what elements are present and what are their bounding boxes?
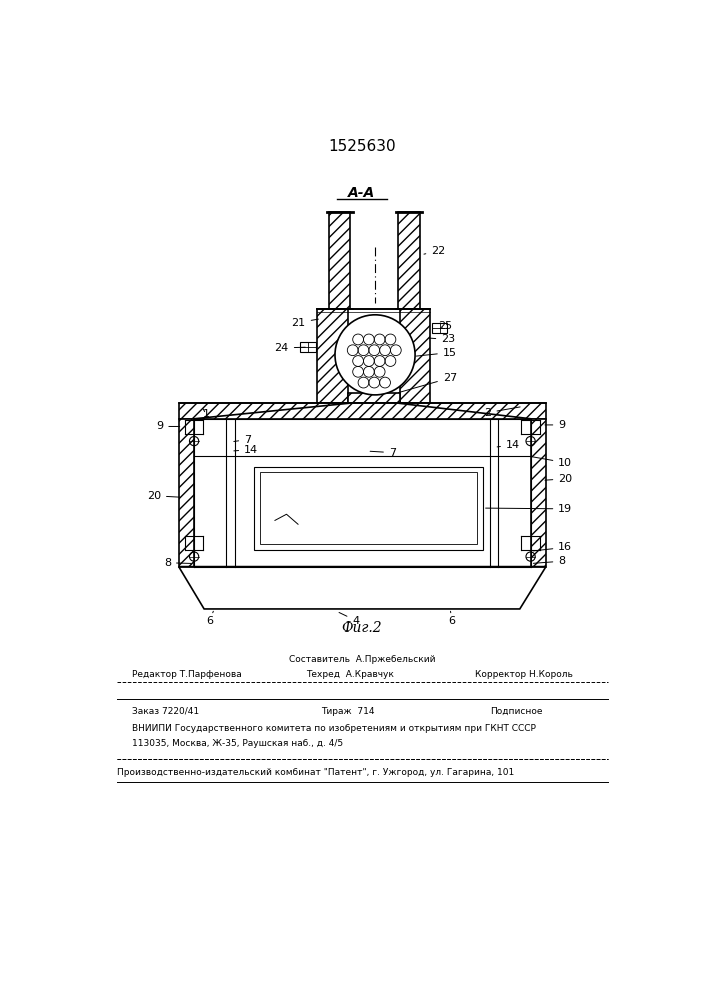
Bar: [398, 212, 420, 309]
Circle shape: [335, 315, 415, 395]
Text: 1: 1: [202, 409, 209, 419]
Text: 23: 23: [429, 334, 455, 344]
Text: 7: 7: [370, 448, 396, 458]
Text: 1525630: 1525630: [328, 139, 396, 154]
Text: A-A: A-A: [349, 186, 375, 200]
Text: Редактор Т.Парфенова: Редактор Т.Парфенова: [132, 670, 243, 679]
Bar: [348, 393, 399, 403]
Bar: [254, 466, 483, 550]
Text: 10: 10: [533, 457, 572, 468]
Bar: [432, 323, 448, 333]
Text: 22: 22: [424, 246, 445, 256]
Text: 21: 21: [291, 318, 318, 328]
Text: 25: 25: [438, 321, 452, 331]
Text: 4: 4: [339, 612, 359, 626]
Text: 6: 6: [206, 611, 214, 626]
Text: 8: 8: [533, 556, 566, 566]
Text: Заказ 7220/41: Заказ 7220/41: [132, 707, 199, 716]
Bar: [399, 309, 431, 403]
Text: 2: 2: [484, 407, 520, 418]
Text: Составитель  А.Пржебельский: Составитель А.Пржебельский: [288, 654, 436, 664]
Text: 19: 19: [486, 504, 573, 514]
Text: Производственно-издательский комбинат "Патент", г. Ужгород, ул. Гагарина, 101: Производственно-издательский комбинат "П…: [117, 768, 515, 777]
Bar: [179, 419, 194, 567]
Text: Корректор Н.Король: Корректор Н.Король: [475, 670, 573, 679]
Text: Фиг.2: Фиг.2: [341, 621, 382, 635]
Bar: [179, 403, 546, 419]
Text: 6: 6: [448, 611, 455, 626]
Text: Техред  А.Кравчук: Техред А.Кравчук: [305, 670, 394, 679]
Text: 20: 20: [147, 491, 180, 501]
Text: 14: 14: [234, 445, 258, 455]
Text: 15: 15: [416, 348, 457, 358]
Text: Подписное: Подписное: [491, 707, 543, 716]
Text: 9: 9: [545, 420, 566, 430]
Bar: [317, 309, 348, 403]
Bar: [259, 472, 477, 544]
Bar: [530, 419, 546, 567]
Text: ВНИИПИ Государственного комитета по изобретениям и открытиям при ГКНТ СССР: ВНИИПИ Государственного комитета по изоб…: [132, 724, 537, 733]
Text: 8: 8: [164, 558, 192, 568]
Text: 14: 14: [497, 440, 520, 450]
Bar: [300, 342, 316, 352]
Text: 20: 20: [545, 474, 573, 484]
Bar: [329, 212, 351, 309]
Text: Тираж  714: Тираж 714: [321, 707, 375, 716]
Text: 9: 9: [156, 421, 180, 431]
Text: 27: 27: [399, 373, 457, 393]
Text: 7: 7: [234, 435, 251, 445]
Text: 113035, Москва, Ж-35, Раушская наб., д. 4/5: 113035, Москва, Ж-35, Раушская наб., д. …: [132, 739, 344, 748]
Text: 16: 16: [533, 542, 572, 552]
Text: 24: 24: [274, 343, 305, 353]
